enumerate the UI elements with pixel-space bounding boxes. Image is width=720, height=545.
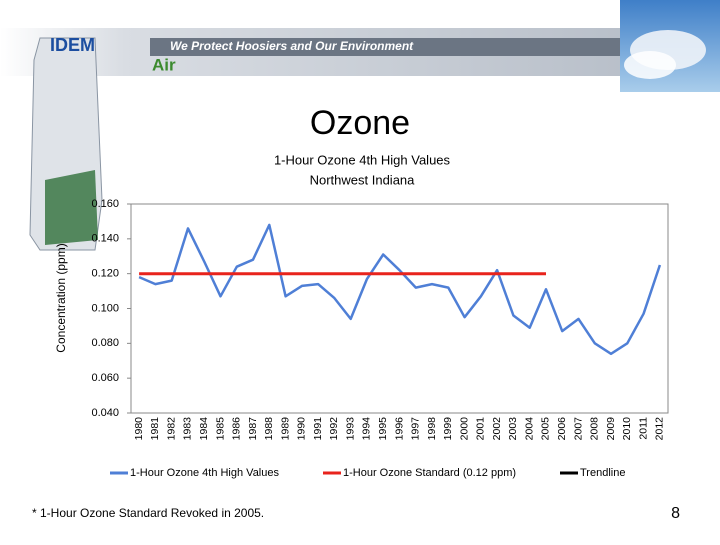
- x-tick-label: 1983: [182, 417, 194, 441]
- x-tick-label: 2008: [589, 417, 601, 441]
- x-tick-label: 1980: [133, 417, 145, 441]
- x-tick-label: 2001: [475, 417, 487, 441]
- section: Air: [152, 55, 176, 74]
- x-tick-label: 1996: [393, 417, 405, 441]
- chart-title: 1-Hour Ozone 4th High Values: [274, 152, 451, 167]
- slogan: We Protect Hoosiers and Our Environment: [170, 39, 414, 53]
- x-tick-label: 2005: [540, 417, 552, 441]
- plot-frame: [130, 203, 669, 414]
- x-tick-label: 1987: [247, 417, 259, 441]
- x-tick-label: 1990: [296, 417, 308, 441]
- y-tick-label: 0.120: [91, 268, 119, 280]
- x-tick-label: 2012: [654, 417, 666, 441]
- y-tick-label: 0.160: [91, 198, 119, 210]
- logo: IDEM: [50, 35, 95, 55]
- x-tick-label: 1991: [312, 417, 324, 441]
- x-tick-label: 2000: [458, 417, 470, 441]
- x-tick-label: 1999: [442, 417, 454, 441]
- x-tick-label: 2010: [621, 417, 633, 441]
- y-tick-label: 0.100: [91, 302, 119, 314]
- x-tick-label: 1994: [361, 417, 373, 441]
- field-graphic: [45, 170, 98, 245]
- chart-subtitle: Northwest Indiana: [310, 172, 416, 187]
- x-tick-label: 1984: [198, 417, 210, 441]
- x-tick-label: 2002: [491, 417, 503, 441]
- x-tick-label: 1993: [344, 417, 356, 441]
- legend-label: 1-Hour Ozone 4th High Values: [130, 467, 279, 479]
- footnote: * 1-Hour Ozone Standard Revoked in 2005.: [32, 506, 264, 520]
- slide-title: Ozone: [310, 104, 410, 142]
- x-tick-label: 1989: [279, 417, 291, 441]
- y-tick-label: 0.080: [91, 337, 119, 349]
- x-tick-label: 2004: [523, 417, 535, 441]
- x-tick-label: 1992: [328, 417, 340, 441]
- x-tick-label: 2007: [572, 417, 584, 441]
- x-tick-label: 1995: [377, 417, 389, 441]
- page-number: 8: [671, 505, 680, 522]
- x-tick-label: 1997: [410, 417, 422, 441]
- cloud: [624, 51, 676, 79]
- x-tick-label: 1985: [214, 417, 226, 441]
- legend-label: 1-Hour Ozone Standard (0.12 ppm): [343, 467, 516, 479]
- x-tick-label: 2006: [556, 417, 568, 441]
- x-tick-label: 1988: [263, 417, 275, 441]
- y-axis-label: Concentration (ppm): [54, 243, 68, 352]
- y-tick-label: 0.140: [91, 233, 119, 245]
- x-tick-label: 1981: [149, 417, 161, 441]
- y-tick-label: 0.060: [91, 372, 119, 384]
- x-tick-label: 2003: [507, 417, 519, 441]
- x-tick-label: 1998: [426, 417, 438, 441]
- x-tick-label: 2009: [605, 417, 617, 441]
- slogan-bar: [150, 38, 620, 56]
- x-tick-label: 1982: [165, 417, 177, 441]
- legend-label: Trendline: [580, 467, 625, 479]
- x-tick-label: 2011: [637, 417, 649, 440]
- series-line: [138, 223, 662, 356]
- x-tick-label: 1986: [231, 417, 243, 441]
- y-tick-label: 0.040: [91, 407, 119, 419]
